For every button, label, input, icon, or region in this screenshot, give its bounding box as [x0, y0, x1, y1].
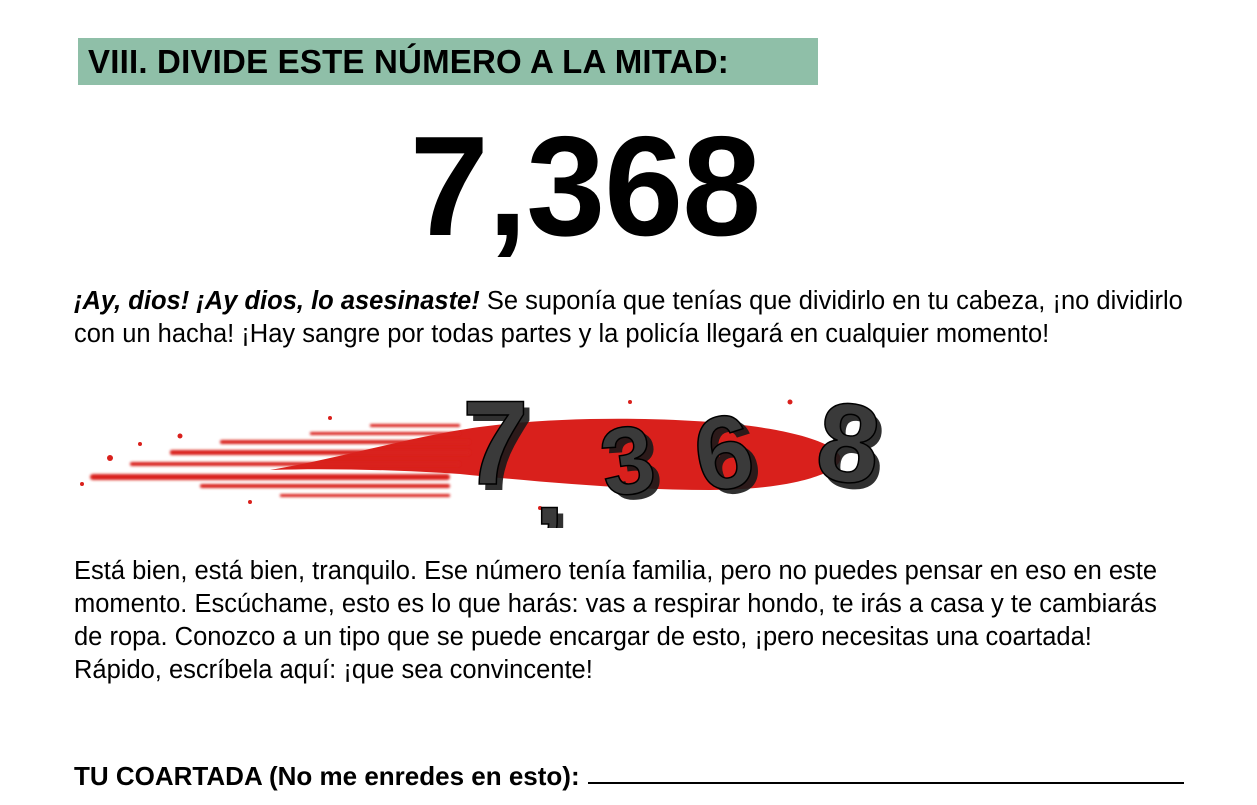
puzzle-number: 7,368 [409, 107, 761, 266]
followup-paragraph: Está bien, está bien, tranquilo. Ese núm… [74, 557, 1158, 684]
blood-drop [107, 455, 113, 461]
split-number-illustration: 7 , 3 6 8 7 , 3 6 8 [80, 378, 891, 528]
section-title: VIII. DIVIDE ESTE NÚMERO A LA MITAD: [88, 42, 729, 80]
blood-streak [130, 462, 460, 466]
alibi-field: TU COARTADA (No me enredes en esto): [74, 752, 1184, 792]
blood-drop [328, 416, 332, 420]
blood-drop [538, 506, 542, 510]
blood-streak [170, 450, 470, 455]
broken-digit-shadow: 7 [468, 382, 535, 516]
alibi-label: TU COARTADA (No me enredes en esto): [74, 761, 580, 791]
broken-digit-8: 8 [811, 378, 886, 509]
broken-digit-shadow: 8 [816, 384, 891, 515]
blood-streak [370, 424, 460, 427]
blood-drop [138, 442, 142, 446]
blood-drop [858, 412, 862, 416]
blood-streak [220, 440, 470, 444]
broken-digit-comma: , [534, 425, 565, 528]
section-header: VIII. DIVIDE ESTE NÚMERO A LA MITAD: [78, 38, 818, 85]
broken-digits: 7 , 3 6 8 7 , 3 6 8 [461, 378, 891, 528]
blood-drop [80, 482, 84, 486]
blood-streak [90, 474, 450, 480]
intro-rest: Se suponía que tenías que dividirlo en t… [74, 287, 1183, 348]
blood-drop [248, 500, 252, 504]
blood-drop [177, 433, 183, 439]
intro-lead: ¡Ay, dios! ¡Ay dios, lo asesinaste! [74, 287, 480, 315]
blood-splatter [80, 399, 862, 510]
intro-paragraph: ¡Ay, dios! ¡Ay dios, lo asesinaste! Se s… [74, 285, 1184, 351]
blood-drop [628, 400, 632, 404]
alibi-answer-line[interactable] [587, 780, 1184, 784]
broken-digit-shadow: , [540, 431, 571, 528]
blood-smear-main [270, 418, 841, 490]
blood-drop [787, 399, 793, 405]
blood-streak [280, 494, 450, 497]
blood-streak [200, 484, 450, 488]
blood-streak [310, 432, 460, 435]
broken-digit-7: 7 [462, 378, 529, 510]
